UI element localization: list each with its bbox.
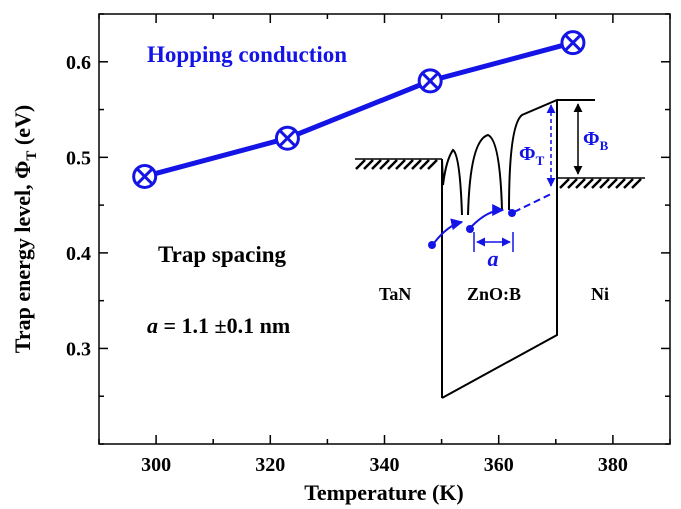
tan-label: TaN [379, 284, 411, 304]
x-tick-label: 380 [598, 454, 628, 476]
electron-2 [466, 225, 474, 233]
electron-3 [508, 209, 516, 217]
trap-spacing-value: a = 1.1 ±0.1 nm [147, 313, 290, 338]
x-tick-label: 360 [484, 454, 514, 476]
data-point [560, 30, 586, 56]
hopping-conduction-label: Hopping conduction [147, 42, 347, 67]
phi-b-label: ΦB [583, 128, 609, 153]
y-tick-label: 0.5 [66, 147, 91, 169]
series-line [144, 40, 574, 179]
series-group [132, 30, 586, 189]
plot-frame [98, 13, 671, 445]
valence-band [441, 178, 558, 399]
x-axis-label: Temperature (K) [304, 480, 463, 505]
right-electrode-hatch [559, 178, 642, 189]
data-point [132, 163, 158, 189]
axis-ticks [98, 13, 671, 445]
data-point [274, 125, 300, 151]
phi-t-label: ΦT [519, 143, 545, 168]
ni-label: Ni [591, 284, 609, 304]
y-tick-label: 0.4 [66, 243, 91, 265]
tick-labels: 300 320 340 360 380 0.3 0.4 0.5 0.6 [66, 52, 628, 476]
zno-label: ZnO:B [467, 284, 521, 304]
x-tick-label: 320 [255, 454, 285, 476]
hop-arrow-1 [433, 218, 464, 244]
y-axis-label: Trap energy level, ΦT (eV) [10, 105, 40, 353]
left-electrode-hatch [355, 159, 438, 170]
hop-arrow-3 [513, 192, 554, 213]
data-point [417, 68, 443, 94]
hop-arrow-2 [471, 204, 505, 227]
x-tick-label: 300 [141, 454, 171, 476]
x-tick-label: 340 [370, 454, 400, 476]
y-tick-label: 0.3 [66, 338, 91, 360]
inset-spacing-label: a [488, 246, 499, 271]
y-tick-label: 0.6 [66, 52, 91, 74]
trap-spacing-label: Trap spacing [158, 242, 287, 267]
band-diagram-inset: a ΦT ΦB TaN ZnO:B Ni [355, 99, 645, 399]
conduction-band [441, 99, 595, 398]
